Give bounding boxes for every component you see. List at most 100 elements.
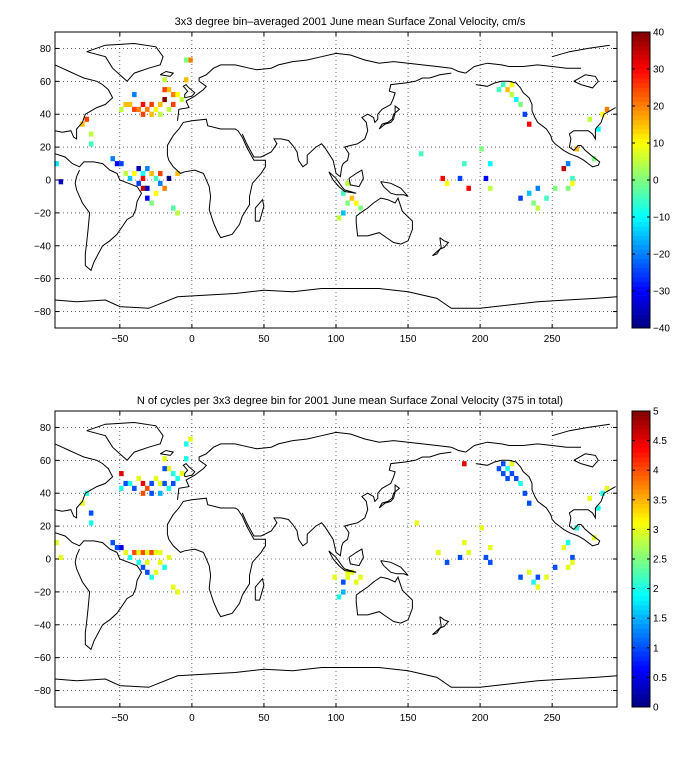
colorbar-segment <box>632 318 650 324</box>
data-cell <box>179 471 185 477</box>
data-cell <box>488 545 493 551</box>
data-cell <box>518 195 523 201</box>
coastline <box>328 171 357 194</box>
y-tick-label: −80 <box>34 307 51 318</box>
data-cell <box>600 111 605 117</box>
y-tick-label: 80 <box>40 44 52 55</box>
data-cell <box>570 175 575 182</box>
data-cell <box>345 569 350 575</box>
colorbar-segment <box>632 531 650 537</box>
data-cell <box>600 490 605 496</box>
colorbar-segment <box>632 55 650 61</box>
data-cell <box>466 185 471 191</box>
panel-1-colorbar: −40 −30 −20 −10 0 10 20 30 40 <box>631 28 670 335</box>
coastline <box>432 237 450 257</box>
data-cell <box>136 180 141 186</box>
data-cell <box>488 185 493 191</box>
data-cell <box>140 175 146 182</box>
data-cell <box>166 87 172 93</box>
colorbar-segment <box>632 73 650 79</box>
colorbar-segment <box>632 438 650 444</box>
data-cell <box>552 564 558 570</box>
colorbar-segment <box>632 323 650 329</box>
data-cell <box>561 166 567 172</box>
colorbar-segment <box>632 286 650 292</box>
data-cell <box>457 175 463 182</box>
panel-2-cells <box>54 436 610 600</box>
data-cell <box>123 480 128 487</box>
colorbar-segment <box>632 119 650 125</box>
data-cell <box>166 175 172 182</box>
data-cell <box>149 490 154 496</box>
data-cell <box>462 161 467 167</box>
colorbar-segment <box>632 124 650 130</box>
data-cell <box>166 554 172 561</box>
data-cell <box>132 549 137 556</box>
colorbar-segment <box>632 281 650 287</box>
colorbar-tick-label: 2 <box>653 584 659 595</box>
colorbar-segment <box>632 420 650 426</box>
data-cell <box>162 480 167 487</box>
data-cell <box>158 549 163 556</box>
colorbar-segment <box>632 466 650 472</box>
data-cell <box>535 185 541 191</box>
data-cell <box>166 466 172 472</box>
y-tick-label: −40 <box>34 620 51 631</box>
colorbar-tick-label: 40 <box>653 28 665 39</box>
coastline <box>241 451 452 557</box>
data-cell <box>88 520 94 526</box>
data-cell <box>84 116 90 122</box>
colorbar-segment <box>632 702 650 708</box>
data-cell <box>171 92 176 98</box>
data-cell <box>119 471 124 477</box>
panel-2-colorbar: 0 0.5 1 1.5 2 2.5 3 3.5 4 4.5 5 <box>631 407 667 714</box>
coastline <box>182 462 196 478</box>
colorbar-tick-label: 5 <box>653 407 659 418</box>
data-cell <box>591 156 597 162</box>
data-cell <box>500 471 506 477</box>
data-cell <box>123 549 128 556</box>
colorbar-segment <box>632 424 650 430</box>
coastline <box>254 198 265 222</box>
colorbar-segment <box>632 429 650 435</box>
colorbar-segment <box>632 526 650 532</box>
data-cell <box>479 525 484 531</box>
colorbar-segment <box>632 193 650 199</box>
data-cell <box>509 82 515 88</box>
data-cell <box>58 179 64 185</box>
data-cell <box>457 554 463 561</box>
data-cell <box>110 540 116 546</box>
y-tick-label: −20 <box>34 587 51 598</box>
colorbar-segment <box>632 619 650 625</box>
data-cell <box>171 205 176 211</box>
data-cell <box>140 564 146 570</box>
coastline <box>54 443 114 519</box>
data-cell <box>153 549 159 556</box>
data-cell <box>132 106 137 112</box>
colorbar-segment <box>632 508 650 514</box>
data-cell <box>153 106 159 112</box>
colorbar-segment <box>632 78 650 84</box>
panel-2-ticks: −50 0 50 100 150 200 250 −80 −60 −40 −20 0 20 40 60 80 <box>34 411 617 724</box>
data-cell <box>479 146 484 152</box>
data-cell <box>505 87 510 93</box>
data-cell <box>418 151 424 157</box>
data-cell <box>136 106 141 112</box>
data-cell <box>513 96 519 103</box>
data-cell <box>183 441 189 447</box>
data-cell <box>136 559 141 565</box>
data-cell <box>509 461 515 467</box>
data-cell <box>162 466 167 472</box>
data-cell <box>604 106 610 112</box>
data-cell <box>145 549 150 556</box>
colorbar-segment <box>632 189 650 195</box>
data-cell <box>526 500 532 506</box>
data-cell <box>358 205 363 211</box>
data-cell <box>171 471 176 477</box>
data-cell <box>145 106 150 112</box>
colorbar-segment <box>632 591 650 597</box>
x-tick-label: −50 <box>111 713 128 724</box>
y-tick-label: −60 <box>34 274 51 285</box>
x-tick-label: 150 <box>400 334 417 345</box>
panel-1-cells <box>54 57 610 221</box>
